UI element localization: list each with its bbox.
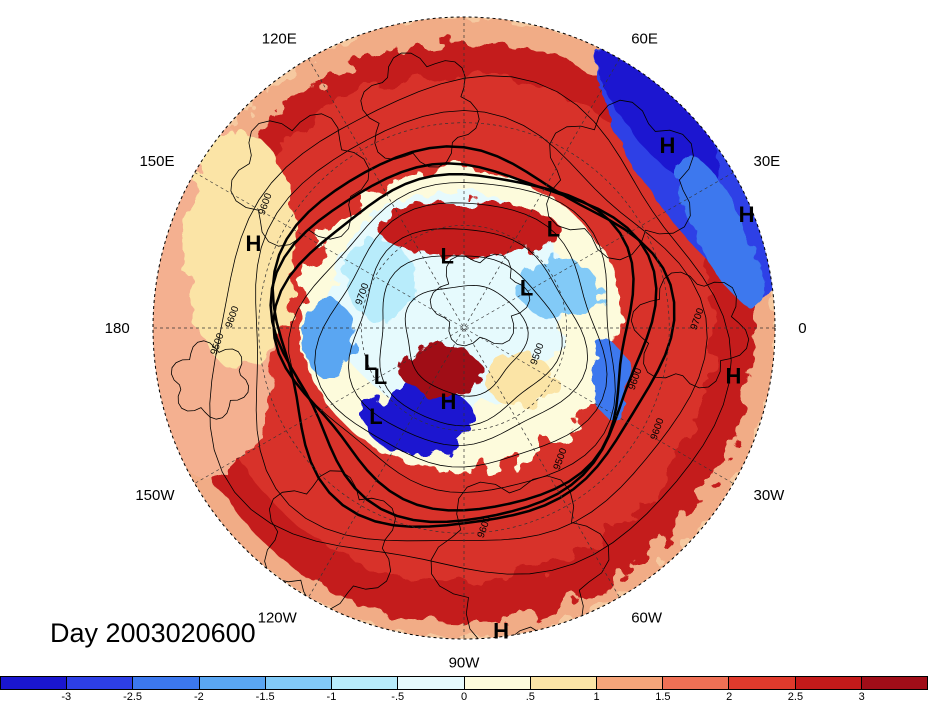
longitude-label: 120W [258, 610, 298, 627]
high-pressure-marker: H [493, 619, 509, 644]
longitude-label: 90E [451, 0, 478, 3]
low-pressure-marker: L [440, 243, 453, 268]
colorbar-tick-label: 2 [726, 691, 733, 703]
colorbar-segment [464, 676, 531, 690]
colorbar-tick-label: -.5 [391, 691, 405, 703]
high-pressure-marker: H [739, 202, 755, 227]
high-pressure-marker: H [246, 231, 262, 256]
low-pressure-marker: L [520, 275, 533, 300]
longitude-label: 30W [754, 487, 786, 504]
colorbar-segment [663, 676, 730, 690]
colorbar [0, 676, 928, 690]
low-pressure-marker: L [547, 217, 560, 242]
colorbar-tick-label: -2.5 [123, 691, 143, 703]
colorbar-segment [398, 676, 465, 690]
colorbar-segment [0, 676, 68, 690]
day-title: Day 2003020600 [50, 618, 256, 648]
colorbar-segment [265, 676, 333, 690]
map-boundary [152, 16, 776, 640]
colorbar-segment [332, 676, 399, 690]
colorbar-tick-label: 0 [460, 691, 468, 703]
colorbar-tick-label: 2.5 [787, 691, 804, 703]
longitude-label: 120E [262, 31, 297, 48]
colorbar-segment [530, 676, 597, 690]
colorbar-tick-label: 1 [593, 691, 600, 703]
longitude-label: 180 [105, 320, 130, 337]
high-pressure-marker: H [726, 364, 742, 389]
colorbar-segment [199, 676, 266, 690]
colorbar-tick-label: -1.5 [255, 691, 275, 703]
colorbar-tick-label: .5 [525, 691, 535, 703]
high-pressure-marker: H [441, 389, 457, 414]
longitude-label: 90W [449, 654, 481, 671]
colorbar-tick-label: -1 [326, 691, 337, 703]
colorbar-tick-label: 3 [858, 691, 865, 703]
longitude-label: 30E [754, 153, 781, 170]
colorbar-tick-label: -2 [193, 691, 204, 703]
colorbar-segment [596, 676, 664, 690]
colorbar-tick-label: 1.5 [655, 691, 671, 703]
colorbar-tick-label: -3 [61, 691, 72, 703]
longitude-label: 150E [139, 153, 174, 170]
low-pressure-marker: L [374, 364, 387, 389]
colorbar-segment [861, 676, 928, 690]
longitude-label: 150W [135, 487, 175, 504]
longitude-label: 0 [798, 320, 806, 337]
longitude-label: 60E [631, 31, 658, 48]
low-pressure-marker: L [364, 350, 377, 375]
low-pressure-marker: L [369, 404, 382, 429]
colorbar-segment [729, 676, 796, 690]
high-pressure-marker: H [659, 133, 675, 158]
longitude-label: 60W [631, 610, 663, 627]
colorbar-tick-labels: -3 -2.5 -2 -1.5 -1 -.5 0 .5 1 1.5 2 2.5 3 [0, 691, 928, 703]
colorbar-segment [795, 676, 862, 690]
colorbar-segment [67, 676, 134, 690]
anomaly-field [153, 17, 775, 639]
colorbar-segment [133, 676, 200, 690]
